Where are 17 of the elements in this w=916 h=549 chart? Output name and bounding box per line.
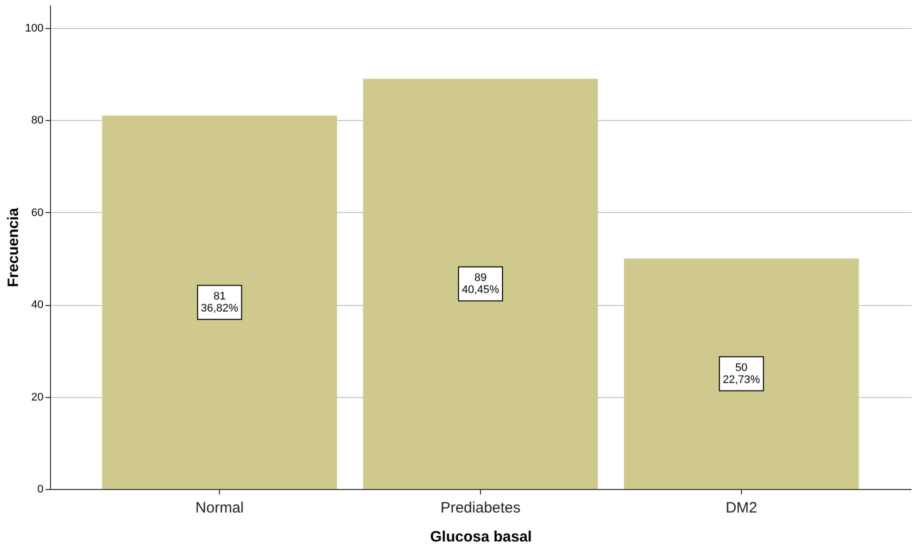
- x-tick-label: Normal: [195, 500, 244, 516]
- y-tick-label: 60: [31, 206, 44, 219]
- x-tick-label: DM2: [726, 500, 758, 516]
- data-label: 50 22,73%: [722, 362, 760, 386]
- x-tick-label: Prediabetes: [440, 500, 521, 516]
- y-tick-label: 0: [37, 484, 44, 496]
- bar: [624, 258, 859, 489]
- y-tick-label: 100: [25, 22, 44, 35]
- y-tick-label: 20: [31, 391, 44, 404]
- bar: [363, 78, 598, 489]
- x-axis-title: Glucosa basal: [430, 528, 532, 546]
- y-axis-title: Frecuencia: [5, 207, 22, 288]
- data-label: 89 40,45%: [462, 272, 500, 296]
- bar: [102, 116, 337, 489]
- y-tick-label: 40: [31, 299, 44, 312]
- y-tick-label: 80: [31, 114, 44, 127]
- data-label: 81 36,82%: [200, 290, 238, 314]
